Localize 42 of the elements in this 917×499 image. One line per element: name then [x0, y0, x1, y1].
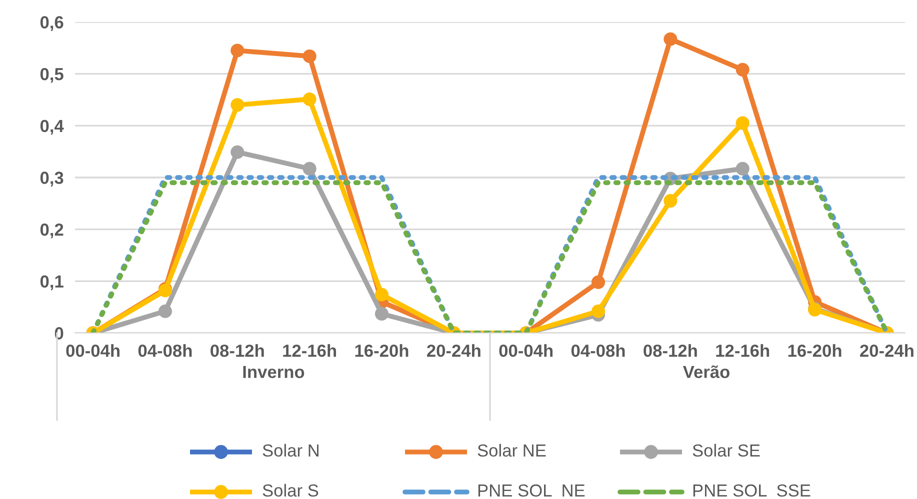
- point: [374, 307, 389, 321]
- x-tick-label: 00-04h: [66, 344, 120, 357]
- point: [158, 304, 172, 318]
- x-tick-label: 16-20h: [355, 344, 408, 357]
- point: [230, 145, 244, 159]
- x-tick-label: 16-20h: [788, 344, 842, 357]
- legend-label: PNE SOL SSE: [693, 484, 810, 497]
- legend-label: Solar NE: [478, 444, 546, 457]
- text: Inverno: [243, 366, 304, 378]
- legend-label: Solar N: [262, 444, 318, 457]
- point: [302, 162, 316, 176]
- x-tick-label: 04-08h: [138, 344, 192, 357]
- y-tick-label: 0,2: [40, 224, 64, 238]
- legend-label: PNE SOL NE: [478, 484, 585, 497]
- x-tick-label: 12-16h: [716, 344, 770, 357]
- point: [736, 162, 750, 176]
- legend-label: Solar S: [262, 484, 318, 497]
- point: [302, 92, 316, 106]
- point: [591, 275, 606, 289]
- point: [736, 62, 750, 76]
- x-tick-label: 08-12h: [210, 344, 264, 357]
- legend-label: Solar SE: [692, 444, 760, 457]
- point: [591, 304, 606, 318]
- point: [736, 116, 750, 130]
- point: [664, 32, 678, 46]
- y-tick-label: 0,4: [40, 120, 64, 135]
- point: [230, 98, 244, 112]
- point: [374, 288, 389, 302]
- x-tick-label: 20-24h: [427, 344, 480, 357]
- x-tick-label: 08-12h: [644, 344, 697, 357]
- point: [230, 44, 244, 58]
- x-tick-label: 04-08h: [571, 344, 625, 357]
- y-tick-label: 0,3: [40, 172, 64, 186]
- y-tick-label: 0,5: [40, 68, 64, 83]
- y-tick-label: 0,6: [40, 16, 64, 31]
- x-tick-label: 12-16h: [283, 344, 336, 357]
- text: Verão: [682, 365, 730, 378]
- point: [664, 194, 678, 208]
- x-tick-label: 20-24h: [860, 344, 914, 357]
- y-tick-label: 0,1: [40, 275, 64, 290]
- x-tick-label: 00-04h: [499, 344, 553, 357]
- point: [302, 49, 316, 63]
